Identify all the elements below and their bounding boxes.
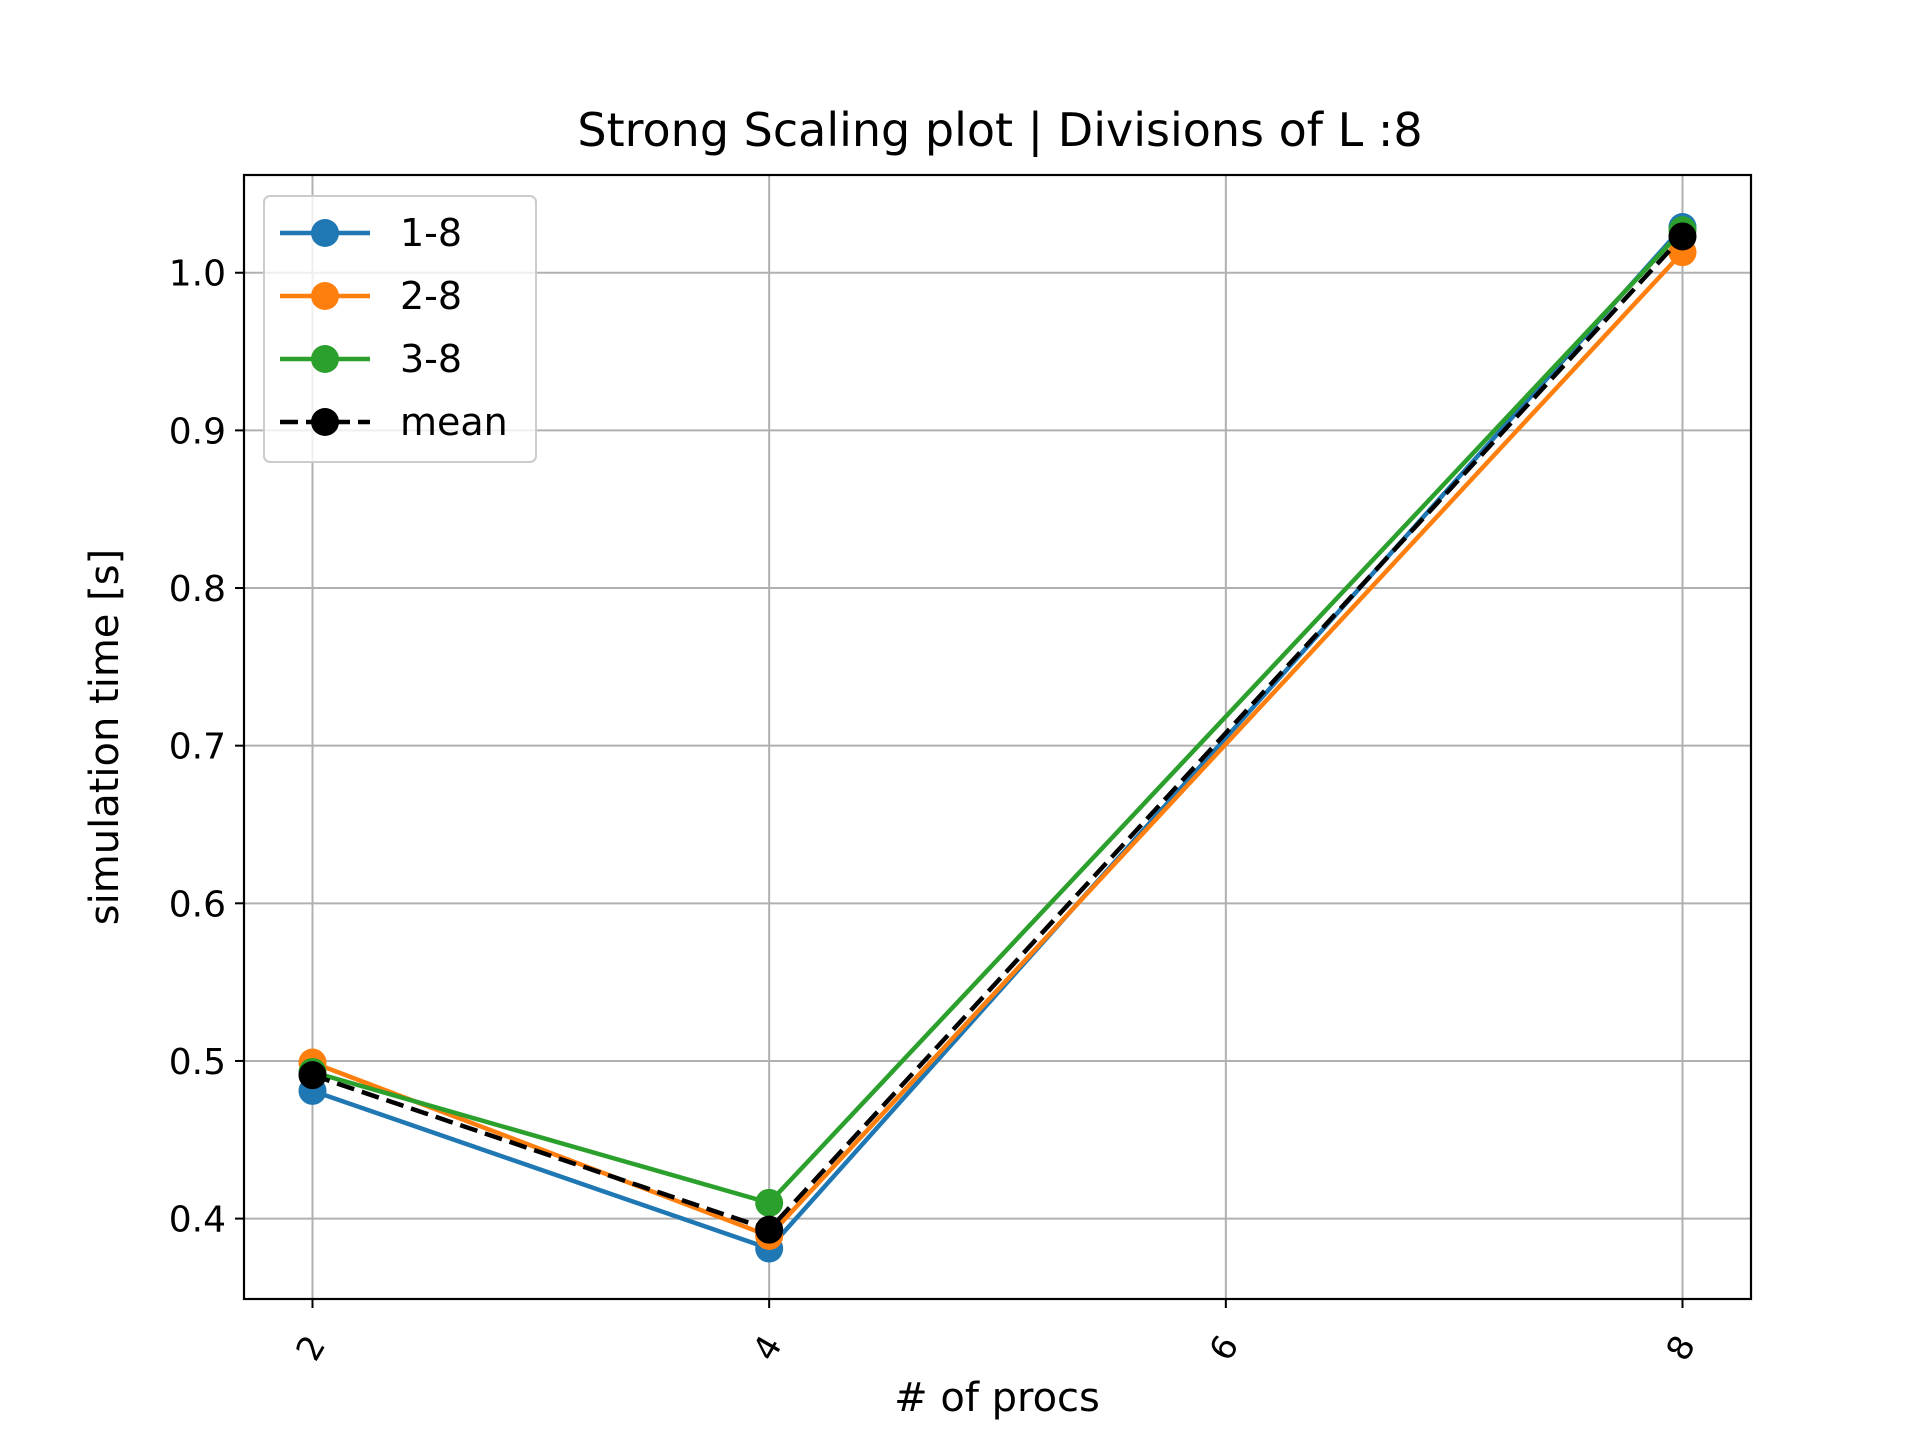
legend-entry-1-8: 1-8: [280, 211, 462, 255]
data-point: [298, 1061, 327, 1090]
legend-entry-3-8: 3-8: [280, 337, 462, 381]
y-tick-label: 0.9: [169, 411, 226, 452]
legend-entry-2-8: 2-8: [280, 274, 462, 318]
legend: 1-8 2-8 3-8 mean: [263, 195, 537, 463]
plot-frame: [242, 173, 1753, 1301]
chart-title: Strong Scaling plot | Divisions of L :8: [577, 103, 1422, 158]
legend-marker: [311, 219, 339, 247]
series-mean: [298, 222, 1697, 1244]
legend-label: 2-8: [400, 274, 462, 318]
legend-entry-mean: mean: [280, 400, 508, 444]
data-point: [755, 1188, 784, 1217]
data-point: [755, 1215, 784, 1244]
y-tick-label: 0.4: [169, 1200, 226, 1241]
y-tick-label: 0.8: [169, 569, 226, 610]
x-axis-label: # of procs: [894, 1375, 1100, 1421]
legend-marker: [311, 408, 339, 436]
plot-series: [298, 213, 1697, 1263]
legend-label: mean: [400, 400, 508, 444]
legend-label: 3-8: [400, 337, 462, 381]
legend-label: 1-8: [400, 211, 462, 255]
legend-marker: [311, 282, 339, 310]
legend-box: [263, 195, 537, 463]
y-tick-label: 0.7: [169, 727, 226, 768]
y-tick-label: 1.0: [169, 254, 226, 295]
legend-marker: [311, 345, 339, 373]
data-point: [1668, 222, 1697, 251]
y-tick-label: 0.6: [169, 884, 226, 925]
y-axis-label: simulation time [s]: [82, 549, 128, 925]
y-tick-label: 0.5: [169, 1042, 226, 1083]
